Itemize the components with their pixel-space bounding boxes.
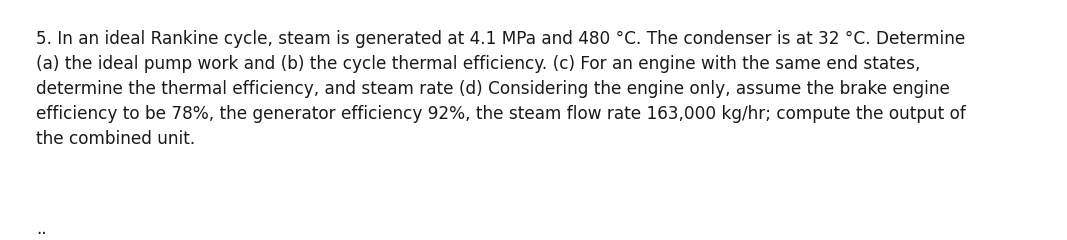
Text: 5. In an ideal Rankine cycle, steam is generated at 4.1 MPa and 480 °C. The cond: 5. In an ideal Rankine cycle, steam is g… xyxy=(36,30,966,148)
Text: ..: .. xyxy=(36,220,47,238)
